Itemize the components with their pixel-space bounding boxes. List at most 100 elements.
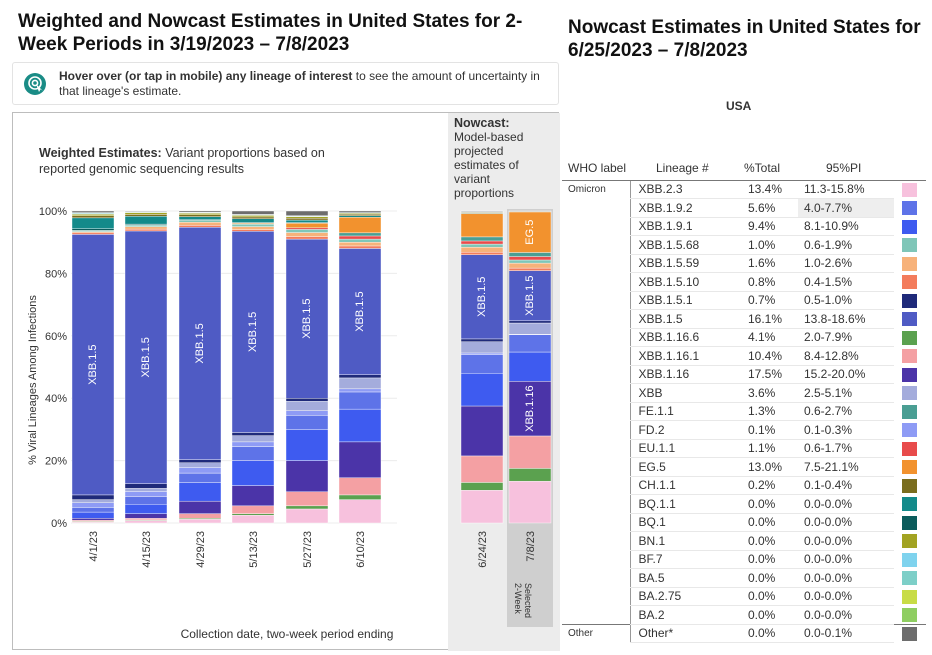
bar-segment[interactable] <box>508 435 552 469</box>
bar-segment[interactable] <box>124 491 168 497</box>
bar-segment[interactable] <box>338 210 382 213</box>
table-row[interactable]: BQ.1.1 0.0% 0.0-0.0% <box>562 494 926 514</box>
bar-segment[interactable] <box>71 502 115 508</box>
bar-segment[interactable] <box>71 511 115 519</box>
table-row[interactable]: XBB.1.5.10 0.8% 0.4-1.5% <box>562 272 926 292</box>
bar-segment[interactable] <box>338 494 382 500</box>
bar-segment[interactable] <box>231 460 275 486</box>
bar-segment[interactable] <box>285 238 329 399</box>
bar-segment[interactable] <box>285 217 329 221</box>
bar-segment[interactable] <box>508 322 552 335</box>
bar-segment[interactable] <box>231 515 275 524</box>
table-row[interactable]: EU.1.1 1.1% 0.6-1.7% <box>562 439 926 458</box>
table-row[interactable]: XBB.1.9.1 9.4% 8.1-10.9% <box>562 217 926 236</box>
bar-segment[interactable] <box>338 374 382 379</box>
bar-segment[interactable] <box>460 210 504 212</box>
table-row[interactable]: BN.1 0.0% 0.0-0.0% <box>562 531 926 551</box>
bar-segment[interactable] <box>338 213 382 216</box>
bar-segment[interactable] <box>178 519 222 524</box>
table-row[interactable]: BA.5 0.0% 0.0-0.0% <box>562 568 926 588</box>
bar-segment[interactable] <box>178 500 222 514</box>
bar-segment[interactable] <box>338 388 382 393</box>
bar-segment[interactable] <box>178 227 222 460</box>
table-row[interactable]: BA.2.75 0.0% 0.0-0.0% <box>562 587 926 606</box>
bar-segment[interactable] <box>71 494 115 500</box>
bar-segment[interactable] <box>285 222 329 229</box>
bar-segment[interactable] <box>124 488 168 492</box>
stacked-bar[interactable] <box>178 210 222 524</box>
table-row[interactable]: Omicron XBB.2.3 13.4% 11.3-15.8% <box>562 179 926 199</box>
bar-segment[interactable] <box>508 334 552 353</box>
table-row[interactable]: EG.5 13.0% 7.5-21.1% <box>562 457 926 477</box>
bar-segment[interactable] <box>178 225 222 228</box>
stacked-bar[interactable] <box>71 210 115 524</box>
bar-segment[interactable] <box>285 219 329 223</box>
table-row[interactable]: XBB.1.5.59 1.6% 1.0-2.6% <box>562 254 926 273</box>
bar-segment[interactable] <box>124 214 168 217</box>
bar-segment[interactable] <box>285 505 329 510</box>
bar-segment[interactable] <box>285 229 329 233</box>
bar-segment[interactable] <box>231 513 275 516</box>
bar-segment[interactable] <box>285 227 329 230</box>
bar-segment[interactable] <box>338 408 382 443</box>
bar-segment[interactable] <box>124 518 168 521</box>
bar-segment[interactable] <box>124 210 168 212</box>
bar-segment[interactable] <box>460 352 504 355</box>
bar-segment[interactable] <box>460 338 504 342</box>
table-row[interactable]: XBB.1.5 16.1% 13.8-18.6% <box>562 309 926 329</box>
bar-segment[interactable] <box>508 381 552 437</box>
bar-segment[interactable] <box>285 216 329 219</box>
bar-segment[interactable] <box>508 262 552 269</box>
bar-segment[interactable] <box>71 232 115 235</box>
table-row[interactable]: FD.2 0.1% 0.1-0.3% <box>562 420 926 440</box>
bar-segment[interactable] <box>231 210 275 215</box>
bar-segment[interactable] <box>338 241 382 247</box>
bar-segment[interactable] <box>338 232 382 237</box>
bar-segment[interactable] <box>338 215 382 218</box>
bar-segment[interactable] <box>338 248 382 376</box>
bar-segment[interactable] <box>71 210 115 213</box>
table-row[interactable]: XBB.1.9.2 5.6% 4.0-7.7% <box>562 198 926 218</box>
bar-segment[interactable] <box>178 513 222 519</box>
bar-segment[interactable] <box>178 214 222 217</box>
bar-segment[interactable] <box>124 504 168 514</box>
bar-segment[interactable] <box>508 252 552 257</box>
bar-segment[interactable] <box>71 518 115 521</box>
bar-segment[interactable] <box>508 256 552 261</box>
stacked-bar[interactable] <box>124 210 168 524</box>
table-row[interactable]: FE.1.1 1.3% 0.6-2.7% <box>562 402 926 421</box>
bar-segment[interactable] <box>285 398 329 402</box>
stacked-bar[interactable] <box>460 210 504 524</box>
bar-segment[interactable] <box>508 351 552 382</box>
bar-segment[interactable] <box>178 467 222 474</box>
bar-segment[interactable] <box>285 210 329 216</box>
bar-segment[interactable] <box>71 215 115 219</box>
bar-segment[interactable] <box>231 441 275 447</box>
bar-segment[interactable] <box>124 224 168 227</box>
bar-segment[interactable] <box>285 236 329 240</box>
bar-segment[interactable] <box>460 455 504 483</box>
bar-segment[interactable] <box>178 472 222 483</box>
variant-proportions-chart[interactable]: XBB.1.5 XBB.1.5 XBB.1.5 XBB.1.5 XBB.1.5 XBB.1… <box>13 113 560 651</box>
bar-segment[interactable] <box>508 270 552 322</box>
stacked-bar[interactable] <box>285 210 329 524</box>
bar-segment[interactable] <box>71 228 115 231</box>
bar-segment[interactable] <box>178 459 222 463</box>
bar-segment[interactable] <box>124 216 168 225</box>
bar-segment[interactable] <box>338 245 382 249</box>
bar-segment[interactable] <box>338 477 382 496</box>
bar-segment[interactable] <box>460 482 504 491</box>
bar-segment[interactable] <box>71 499 115 503</box>
bar-segment[interactable] <box>508 480 552 524</box>
bar-segment[interactable] <box>508 320 552 324</box>
bar-segment[interactable] <box>231 226 275 230</box>
bar-segment[interactable] <box>508 210 552 212</box>
bar-segment[interactable] <box>231 218 275 223</box>
bar-segment[interactable] <box>231 216 275 220</box>
bar-segment[interactable] <box>231 505 275 514</box>
bar-segment[interactable] <box>338 441 382 478</box>
stacked-bar[interactable] <box>231 210 275 524</box>
table-row[interactable]: XBB.1.16.1 10.4% 8.4-12.8% <box>562 346 926 366</box>
bar-segment[interactable] <box>231 485 275 507</box>
bar-segment[interactable] <box>124 520 168 524</box>
